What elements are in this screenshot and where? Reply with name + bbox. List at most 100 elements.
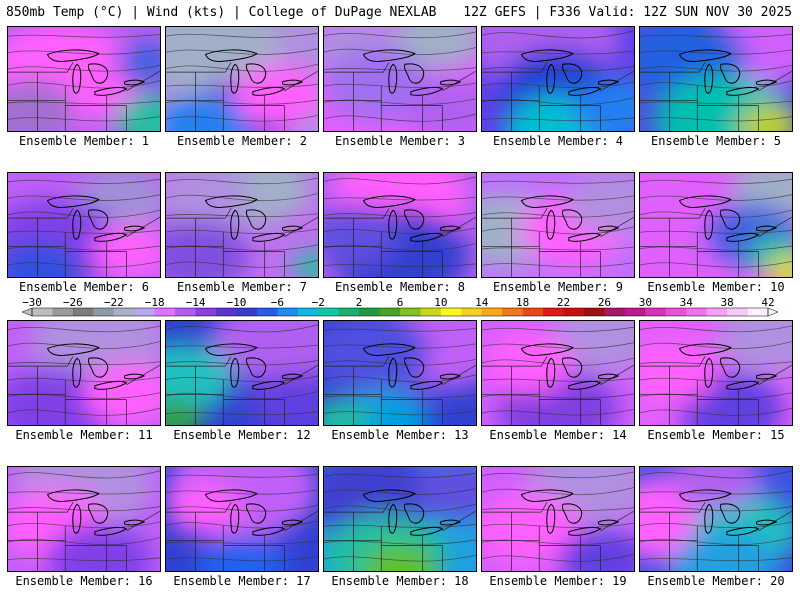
member-caption: Ensemble Member: 2 [176, 134, 308, 148]
member-caption: Ensemble Member: 9 [492, 280, 624, 294]
state-borders [166, 356, 318, 425]
state-borders [8, 502, 160, 571]
colorbar-swatch [461, 308, 483, 316]
member-caption: Ensemble Member: 5 [650, 134, 782, 148]
height-contours [640, 470, 792, 562]
temperature-region [482, 331, 574, 394]
height-contours [8, 178, 160, 268]
colorbar-swatch [277, 308, 299, 316]
colorbar-tick-label: −6 [271, 296, 284, 309]
colorbar-swatch [624, 308, 646, 316]
colorbar-tick-label: −22 [104, 296, 124, 309]
colorbar-swatch [502, 308, 524, 316]
colorbar-tick-label: 18 [516, 296, 529, 309]
colorbar-swatch [645, 308, 667, 316]
great-lakes-outline [362, 195, 462, 242]
great-lakes-outline [362, 343, 462, 390]
colorbar-tick-label: −10 [227, 296, 247, 309]
colorbar-swatch [543, 308, 565, 316]
great-lakes-outline [204, 195, 304, 242]
colorbar-swatch [400, 308, 421, 316]
colorbar-tick-label: −30 [22, 296, 42, 309]
colorbar-swatch [195, 308, 217, 316]
state-borders [8, 62, 160, 131]
ensemble-map-3 [323, 26, 477, 132]
colorbar-swatch [706, 308, 728, 316]
colorbar-swatch [359, 308, 381, 316]
member-caption: Ensemble Member: 11 [15, 428, 153, 442]
temperature-region [114, 42, 160, 85]
temperature-region [324, 47, 431, 121]
colorbar-tick-label: 26 [598, 296, 611, 309]
member-caption: Ensemble Member: 6 [18, 280, 150, 294]
colorbar-swatch [113, 308, 135, 316]
member-caption: Ensemble Member: 8 [334, 280, 466, 294]
height-contours [324, 472, 476, 562]
ensemble-map-7 [165, 172, 319, 278]
height-contours [324, 327, 476, 416]
colorbar-tick-label: −14 [186, 296, 206, 309]
member-caption: Ensemble Member: 20 [647, 574, 785, 588]
great-lakes-outline [520, 343, 620, 390]
height-contours [166, 177, 318, 268]
member-caption: Ensemble Member: 12 [173, 428, 311, 442]
colorbar-tick-label: 22 [557, 296, 570, 309]
height-contours [640, 178, 792, 268]
ensemble-map-1 [7, 26, 161, 132]
ensemble-map-17 [165, 466, 319, 572]
member-caption: Ensemble Member: 13 [331, 428, 469, 442]
colorbar-swatch [256, 308, 278, 316]
colorbar-swatch [236, 308, 258, 316]
height-contours [166, 473, 318, 562]
colorbar-swatch [318, 308, 340, 316]
member-caption: Ensemble Member: 3 [334, 134, 466, 148]
temperature-region [738, 105, 792, 131]
temperature-region [249, 373, 318, 425]
ensemble-map-18 [323, 466, 477, 572]
colorbar-swatch [72, 308, 94, 316]
great-lakes-outline [204, 49, 304, 96]
great-lakes-outline [204, 343, 304, 390]
state-borders [482, 62, 634, 131]
temperature-region [234, 63, 318, 126]
ensemble-map-13 [323, 320, 477, 426]
colorbar-swatch [154, 308, 176, 316]
colorbar-swatch [604, 308, 626, 316]
temperature-region [46, 524, 153, 571]
colorbar-border [31, 307, 769, 317]
member-caption: Ensemble Member: 4 [492, 134, 624, 148]
colorbar-tick-label: 6 [397, 296, 404, 309]
height-contours [482, 179, 634, 268]
colorbar-swatch [216, 308, 237, 316]
height-contours [482, 471, 634, 562]
height-contours [8, 470, 160, 562]
great-lakes-outline [46, 489, 146, 536]
colorbar-tick-label: −26 [63, 296, 83, 309]
great-lakes-outline [46, 195, 146, 242]
member-caption: Ensemble Member: 14 [489, 428, 627, 442]
map-title: 850mb Temp (°C) | Wind (kts) | College o… [6, 5, 437, 20]
state-borders [166, 62, 318, 131]
great-lakes-outline [362, 489, 462, 536]
great-lakes-outline [46, 343, 146, 390]
colorbar-swatch [297, 308, 319, 316]
state-borders [640, 62, 792, 131]
member-caption: Ensemble Member: 7 [176, 280, 308, 294]
colorbar-min-arrow [21, 307, 33, 317]
state-borders [324, 502, 476, 571]
colorbar-swatch [93, 308, 115, 316]
temperature-region [166, 482, 242, 535]
colorbar-swatch [747, 308, 769, 316]
height-contours [8, 325, 160, 416]
ensemble-map-5 [639, 26, 793, 132]
height-contours [166, 32, 318, 122]
colorbar-swatch [727, 308, 749, 316]
ensemble-map-14 [481, 320, 635, 426]
great-lakes-outline [678, 489, 778, 536]
height-contours [482, 30, 634, 122]
temperature-region [166, 399, 204, 425]
colorbar-tick-label: 2 [356, 296, 363, 309]
colorbar-tick-label: 30 [639, 296, 652, 309]
height-contours [8, 33, 160, 122]
member-caption: Ensemble Member: 17 [173, 574, 311, 588]
